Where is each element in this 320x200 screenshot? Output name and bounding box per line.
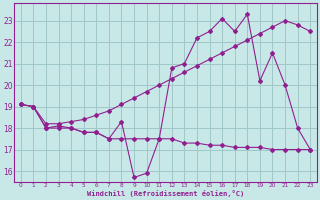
X-axis label: Windchill (Refroidissement éolien,°C): Windchill (Refroidissement éolien,°C) [87, 190, 244, 197]
